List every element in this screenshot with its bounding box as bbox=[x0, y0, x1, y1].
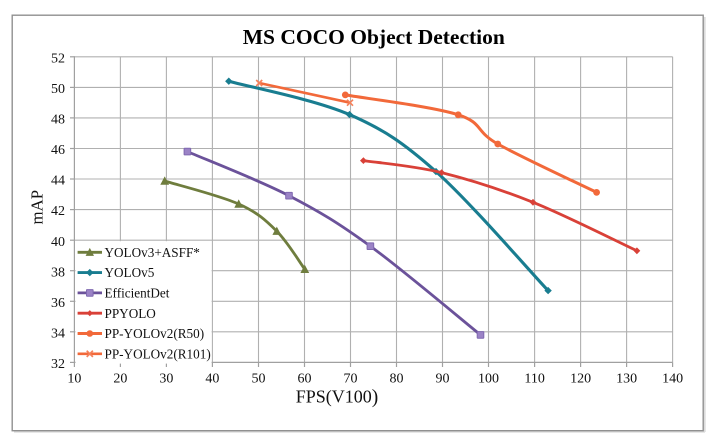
svg-text:FPS(V100): FPS(V100) bbox=[296, 386, 379, 408]
svg-text:52: 52 bbox=[51, 51, 65, 66]
svg-text:60: 60 bbox=[298, 372, 312, 387]
svg-text:48: 48 bbox=[51, 113, 65, 128]
svg-text:50: 50 bbox=[252, 372, 266, 387]
svg-text:44: 44 bbox=[51, 174, 65, 189]
svg-text:100: 100 bbox=[478, 372, 499, 387]
svg-text:PP-YOLOv2(R50): PP-YOLOv2(R50) bbox=[105, 326, 205, 341]
svg-text:34: 34 bbox=[51, 326, 65, 341]
svg-text:40: 40 bbox=[51, 235, 65, 250]
svg-text:MS COCO Object Detection: MS COCO Object Detection bbox=[243, 25, 505, 49]
svg-text:90: 90 bbox=[436, 372, 450, 387]
svg-text:EfficientDet: EfficientDet bbox=[105, 286, 170, 301]
svg-text:YOLOv5: YOLOv5 bbox=[105, 265, 155, 280]
svg-text:42: 42 bbox=[51, 204, 65, 219]
svg-text:30: 30 bbox=[159, 372, 173, 387]
svg-text:PPYOLO: PPYOLO bbox=[105, 306, 156, 321]
svg-text:80: 80 bbox=[390, 372, 404, 387]
svg-text:70: 70 bbox=[344, 372, 358, 387]
svg-text:40: 40 bbox=[205, 372, 219, 387]
svg-text:120: 120 bbox=[570, 372, 591, 387]
svg-text:110: 110 bbox=[524, 372, 544, 387]
svg-text:46: 46 bbox=[51, 143, 65, 158]
svg-text:140: 140 bbox=[662, 372, 683, 387]
svg-text:PP-YOLOv2(R101): PP-YOLOv2(R101) bbox=[105, 346, 211, 361]
svg-text:130: 130 bbox=[616, 372, 637, 387]
svg-text:32: 32 bbox=[51, 357, 65, 372]
svg-text:50: 50 bbox=[51, 82, 65, 97]
svg-text:YOLOv3+ASFF*: YOLOv3+ASFF* bbox=[105, 245, 200, 260]
svg-text:20: 20 bbox=[113, 372, 127, 387]
svg-text:36: 36 bbox=[51, 296, 65, 311]
svg-text:38: 38 bbox=[51, 265, 65, 280]
svg-text:mAP: mAP bbox=[28, 190, 47, 225]
svg-text:10: 10 bbox=[67, 372, 81, 387]
